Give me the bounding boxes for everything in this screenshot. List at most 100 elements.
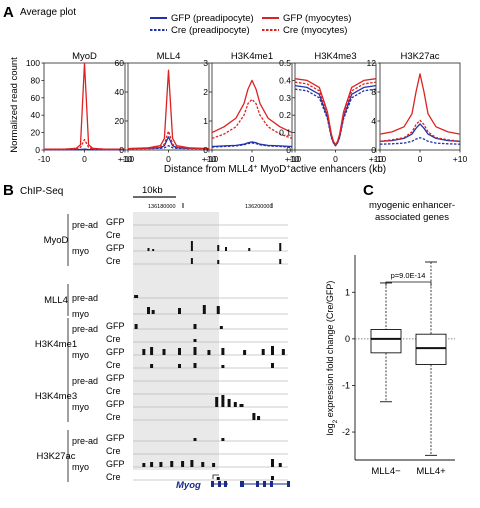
gene-exon: [240, 481, 244, 487]
signal-peak: [227, 399, 231, 407]
series-line: [379, 119, 461, 142]
condition-label: myo: [72, 246, 89, 256]
treatment-label: Cre: [106, 256, 121, 266]
signal-peak: [271, 459, 274, 467]
x-tick-label: +10: [202, 154, 217, 164]
chart-title: MLL4: [157, 51, 181, 62]
treatment-label: GFP: [106, 433, 125, 443]
y-tick-label: 80: [31, 75, 41, 85]
y-tick-label: 0: [35, 145, 40, 155]
signal-peak: [134, 295, 139, 298]
signal-peak: [221, 395, 225, 407]
y-tick-label: 1: [345, 287, 350, 297]
signal-peak: [216, 477, 220, 480]
y-tick-label: 12: [367, 58, 377, 68]
x-tick-label: -10: [374, 154, 387, 164]
gene-exon: [211, 481, 214, 487]
legend-label: Cre (myocytes): [283, 25, 347, 36]
y-tick-label: 3: [203, 58, 208, 68]
gene-exon: [256, 481, 259, 487]
signal-peak: [261, 349, 265, 355]
p-value-label: p=9.0E-14: [391, 271, 426, 280]
signal-peak: [193, 339, 197, 342]
y-tick-label: 4: [371, 116, 376, 126]
series-line: [44, 138, 125, 151]
y-tick-label: 1: [203, 116, 208, 126]
scale-label: 10kb: [142, 185, 163, 196]
gene-exon: [218, 481, 221, 487]
y-axis-label: log2 expression fold change (Cre/GFP): [325, 281, 339, 436]
legend-label: GFP (myocytes): [283, 13, 351, 24]
series-line: [127, 130, 210, 150]
treatment-label: Cre: [106, 412, 121, 422]
treatment-label: GFP: [106, 373, 125, 383]
signal-peak: [239, 404, 244, 407]
signal-peak: [150, 364, 154, 368]
track-group-h3k27ac: H3K27ac pre-ad GFP Cre myo GFP Cre: [36, 430, 288, 482]
treatment-label: GFP: [106, 399, 125, 409]
x-category-label: MLL4+: [416, 466, 446, 477]
signal-peak: [178, 348, 181, 355]
boxplot: myogenic enhancer-associated genes -2 -1 0 1…: [325, 200, 455, 477]
signal-peak: [215, 397, 219, 407]
series-line: [127, 136, 210, 150]
signal-peak: [225, 247, 227, 251]
legend-label: GFP (preadipocyte): [171, 13, 254, 24]
gene-exon: [287, 481, 290, 487]
treatment-label: Cre: [106, 386, 121, 396]
track-group-label: MLL4: [44, 295, 68, 306]
signal-peak: [150, 462, 154, 467]
track-group-label: MyoD: [44, 235, 69, 246]
signal-peak: [243, 350, 247, 355]
condition-label: myo: [72, 309, 89, 319]
signal-peak: [271, 363, 274, 368]
treatment-label: Cre: [106, 334, 121, 344]
x-tick-label: 0: [418, 154, 423, 164]
x-tick-label: 0: [82, 154, 87, 164]
signal-peak: [162, 349, 166, 355]
box-mll4-neg: MLL4−: [370, 282, 402, 477]
panel-a-title: Average plot: [20, 7, 76, 18]
treatment-label: Cre: [106, 472, 121, 482]
panel-b-letter: B: [3, 182, 14, 199]
signal-peak: [216, 306, 220, 314]
signal-peak: [134, 324, 138, 329]
signal-peak: [207, 350, 211, 355]
y-tick-label: 0: [203, 145, 208, 155]
y-tick-label: 60: [115, 58, 125, 68]
signal-peak: [279, 259, 282, 264]
signal-peak: [170, 461, 174, 467]
signal-peak: [219, 326, 223, 329]
x-tick-label: +10: [118, 154, 133, 164]
series-line: [211, 141, 293, 148]
x-tick-label: 0: [333, 154, 338, 164]
condition-label: pre-ad: [72, 220, 98, 230]
chart-title: H3K27ac: [400, 51, 439, 62]
y-tick-label: 0.1: [279, 128, 291, 138]
signal-peak: [151, 310, 155, 314]
panel-a-letter: A: [3, 4, 14, 21]
coordinate-label: 136200000: [245, 204, 273, 210]
condition-label: myo: [72, 462, 89, 472]
signal-peak: [147, 307, 150, 314]
signal-peak: [147, 248, 150, 251]
legend: GFP (preadipocyte)Cre (preadipocyte) GFP …: [150, 13, 351, 36]
treatment-label: GFP: [106, 459, 125, 469]
track-group-mll4: MLL4 pre-ad myo: [44, 284, 288, 319]
signal-peak: [201, 462, 205, 467]
significance-bracket: [385, 281, 432, 286]
condition-label: myo: [72, 350, 89, 360]
ylabel-normalized-read-count: Normalized read count: [9, 57, 20, 153]
signal-peak: [271, 476, 274, 480]
series-line: [294, 78, 377, 146]
tss-arrow: [212, 474, 219, 479]
signal-peak: [212, 463, 216, 467]
x-tick-label: +10: [285, 154, 300, 164]
condition-label: pre-ad: [72, 324, 98, 334]
signal-peak: [190, 258, 193, 264]
